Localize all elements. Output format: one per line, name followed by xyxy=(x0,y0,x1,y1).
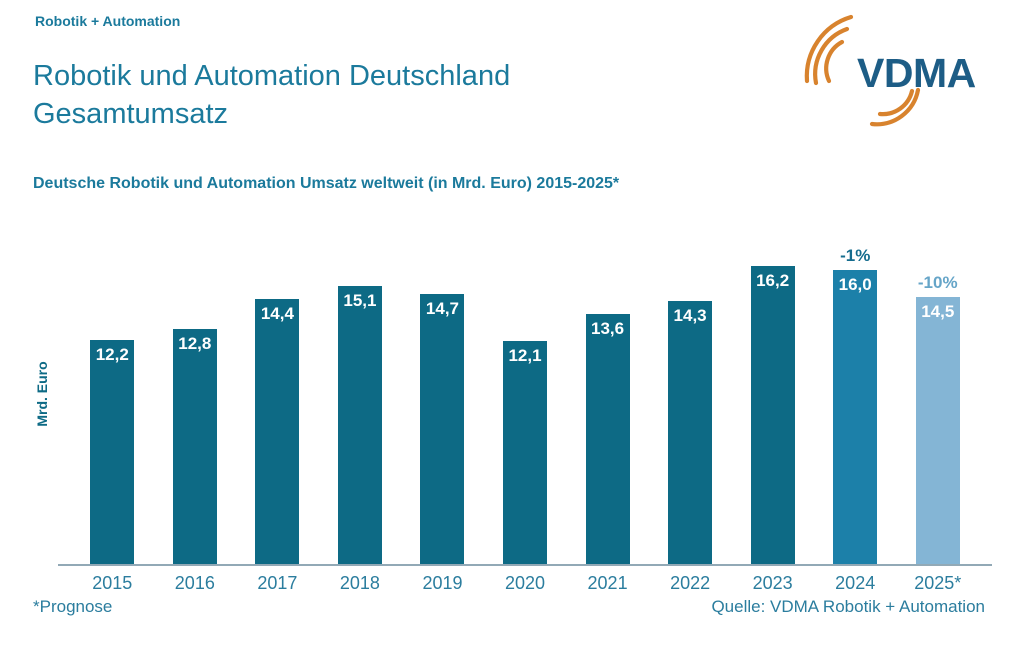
x-axis-tick-labels: 2015 2016 2017 2018 2019 2020 2021 2022 2023 2024… xyxy=(58,573,992,594)
x-tick-2024: 2024 xyxy=(835,573,876,593)
x-tick-2015: 2015 xyxy=(92,573,133,593)
bar-2023: 16,2 xyxy=(750,265,795,564)
x-tick-2018: 2018 xyxy=(339,573,380,593)
bar-2015: 12,2 xyxy=(90,339,135,564)
bar-value-label: 14,3 xyxy=(673,305,707,325)
plot-area: 12,2 12,8 14,4 15,1 14,7 12,1 13,6 14,3 16,2 -1% 1… xyxy=(58,230,992,564)
x-tick-2016: 2016 xyxy=(174,573,215,593)
bar-group-2024: -1% 16,0 xyxy=(814,246,897,564)
x-tick-2017: 2017 xyxy=(257,573,298,593)
source-credit: Quelle: VDMA Robotik + Automation xyxy=(711,597,985,616)
bar-group-2019: 14,7 xyxy=(401,293,484,564)
pct-change-label-2025: -10% xyxy=(917,273,958,293)
bar-group-2025: -10% 14,5 xyxy=(896,273,979,564)
brand-eyebrow: Robotik + Automation xyxy=(35,13,181,29)
x-axis-line xyxy=(58,564,992,566)
bar-2025: 14,5 xyxy=(915,297,960,564)
bar-value-label: 14,7 xyxy=(425,298,459,318)
bar-2021: 13,6 xyxy=(585,313,630,564)
logo-arcs-bottom-right-icon xyxy=(869,87,921,127)
bar-2018: 15,1 xyxy=(337,286,382,564)
bar-group-2018: 15,1 xyxy=(319,286,402,564)
logo-wordmark: VDMA xyxy=(857,50,976,96)
bar-group-2023: 16,2 xyxy=(731,265,814,564)
bar-2022: 14,3 xyxy=(668,300,713,564)
pct-change-label-2024: -1% xyxy=(840,245,871,265)
bar-value-label: 16,2 xyxy=(756,270,790,290)
bar-value-label: 12,8 xyxy=(178,333,212,353)
bar-value-label: 13,6 xyxy=(591,318,625,338)
bar-2017: 14,4 xyxy=(255,299,300,564)
bar-2020: 12,1 xyxy=(503,341,547,564)
bar-value-label: 14,5 xyxy=(921,302,955,322)
bar-group-2021: 13,6 xyxy=(566,313,649,564)
x-tick-2019: 2019 xyxy=(422,573,463,593)
revenue-bar-chart: Mrd. Euro 12,2 12,8 14,4 15,1 14,7 12,1 13,6 14… xyxy=(34,230,992,594)
bar-group-2022: 14,3 xyxy=(649,300,732,564)
x-tick-2023: 2023 xyxy=(752,573,793,593)
bar-value-label: 15,1 xyxy=(343,291,377,311)
logo-arcs-top-left-icon xyxy=(804,14,854,86)
bar-value-label: 16,0 xyxy=(838,274,872,294)
bar-2024: 16,0 xyxy=(833,269,878,564)
x-tick-2025: 2025* xyxy=(914,573,962,593)
bar-group-2020: 12,1 xyxy=(484,341,567,564)
bar-2019: 14,7 xyxy=(420,293,465,564)
chart-subtitle: Deutsche Robotik und Automation Umsatz w… xyxy=(33,175,620,192)
bar-2016: 12,8 xyxy=(172,328,217,564)
bar-group-2016: 12,8 xyxy=(154,328,237,564)
vdma-logo-graphic: VDMA xyxy=(804,14,976,127)
x-tick-2022: 2022 xyxy=(670,573,711,593)
x-tick-2021: 2021 xyxy=(587,573,628,593)
y-axis-label: Mrd. Euro xyxy=(34,361,50,427)
bar-value-label: 12,2 xyxy=(95,344,129,364)
vdma-logo: VDMA xyxy=(794,8,994,140)
bar-group-2015: 12,2 xyxy=(71,339,154,564)
page-title: Robotik und Automation Deutschland Gesam… xyxy=(33,60,511,130)
bar-group-2017: 14,4 xyxy=(236,299,319,564)
x-tick-2020: 2020 xyxy=(504,573,546,593)
bar-value-label: 14,4 xyxy=(260,304,294,323)
forecast-footnote: *Prognose xyxy=(33,597,113,616)
bar-value-label: 12,1 xyxy=(508,346,542,366)
